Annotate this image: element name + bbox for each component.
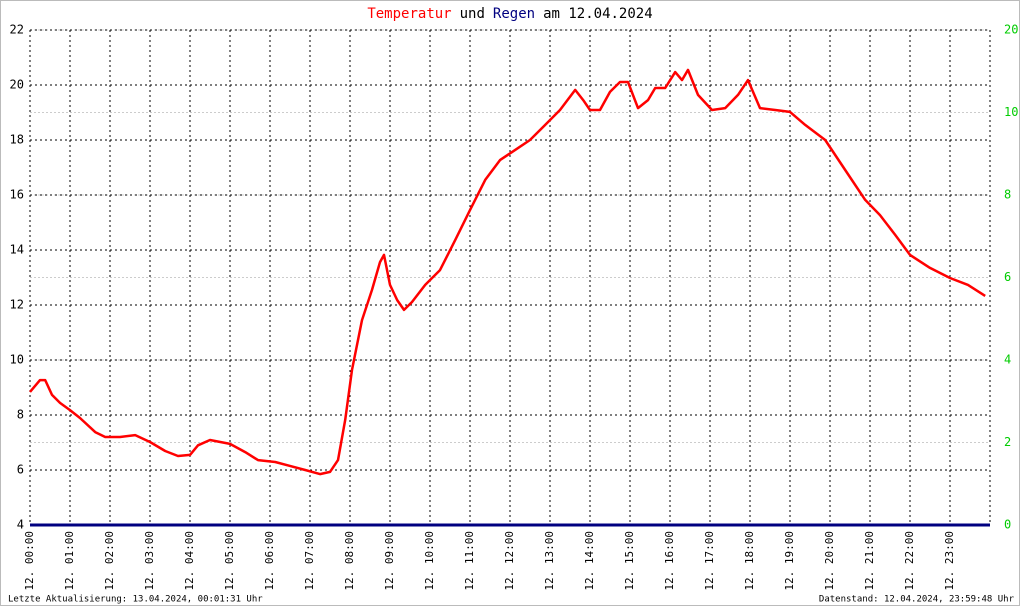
x-tick-label: 12. 21:00: [863, 531, 876, 591]
x-tick-label: 12. 09:00: [383, 531, 396, 591]
x-tick-label: 12. 05:00: [223, 531, 236, 591]
x-tick-label: 12. 11:00: [463, 531, 476, 591]
x-tick-label: 12. 22:00: [903, 531, 916, 591]
series-line: [29, 68, 986, 476]
x-tick-label: 12. 04:00: [183, 531, 196, 591]
y-tick-label: 16: [10, 188, 24, 202]
footer-left: Letzte Aktualisierung: 13.04.2024, 00:01…: [8, 595, 263, 605]
y2-tick-label: 10: [1004, 105, 1018, 119]
title-part: Regen: [493, 6, 535, 22]
y-tick-label: 4: [17, 518, 24, 532]
x-tick-label: 12. 00:00: [23, 531, 36, 591]
x-tick-label: 12. 12:00: [503, 531, 516, 591]
y-tick-label: 22: [10, 23, 24, 37]
x-tick-label: 12. 15:00: [623, 531, 636, 591]
y-tick-label: 14: [10, 243, 24, 257]
x-tick-label: 12. 19:00: [783, 531, 796, 591]
y-tick-label: 8: [17, 408, 24, 422]
x-tick-label: 12. 03:00: [143, 531, 156, 591]
title-part: und: [460, 6, 485, 22]
y-tick-label: 12: [10, 298, 24, 312]
y2-tick-label: 8: [1004, 188, 1011, 202]
x-tick-label: 12. 20:00: [823, 531, 836, 591]
x-tick-label: 12. 18:00: [743, 531, 756, 591]
y2-tick-label: 2: [1004, 435, 1011, 449]
x-tick-label: 12. 16:00: [663, 531, 676, 591]
y-tick-label: 20: [10, 78, 24, 92]
chart-title: Temperatur und Regen am 12.04.2024: [367, 6, 652, 22]
x-tick-label: 12. 17:00: [703, 531, 716, 591]
title-part: am 12.04.2024: [543, 6, 653, 22]
x-tick-label: 12. 10:00: [423, 531, 436, 591]
y2-tick-label: 0: [1004, 518, 1011, 532]
x-tick-label: 12. 08:00: [343, 531, 356, 591]
title-part: Temperatur: [367, 6, 451, 22]
y-tick-label: 10: [10, 353, 24, 367]
x-tick-label: 12. 23:00: [943, 531, 956, 591]
x-tick-label: 12. 01:00: [63, 531, 76, 591]
x-tick-label: 12. 07:00: [303, 531, 316, 591]
footer-right: Datenstand: 12.04.2024, 23:59:48 Uhr: [819, 595, 1015, 605]
x-tick-label: 12. 13:00: [543, 531, 556, 591]
y2-tick-label: 4: [1004, 353, 1011, 367]
x-tick-label: 12. 14:00: [583, 531, 596, 591]
y2-tick-label: 6: [1004, 270, 1011, 284]
x-tick-label: 12. 06:00: [263, 531, 276, 591]
y-tick-label: 18: [10, 133, 24, 147]
x-tick-label: 12. 02:00: [103, 531, 116, 591]
y-tick-label: 6: [17, 463, 24, 477]
y2-tick-label: 20: [1004, 23, 1018, 37]
